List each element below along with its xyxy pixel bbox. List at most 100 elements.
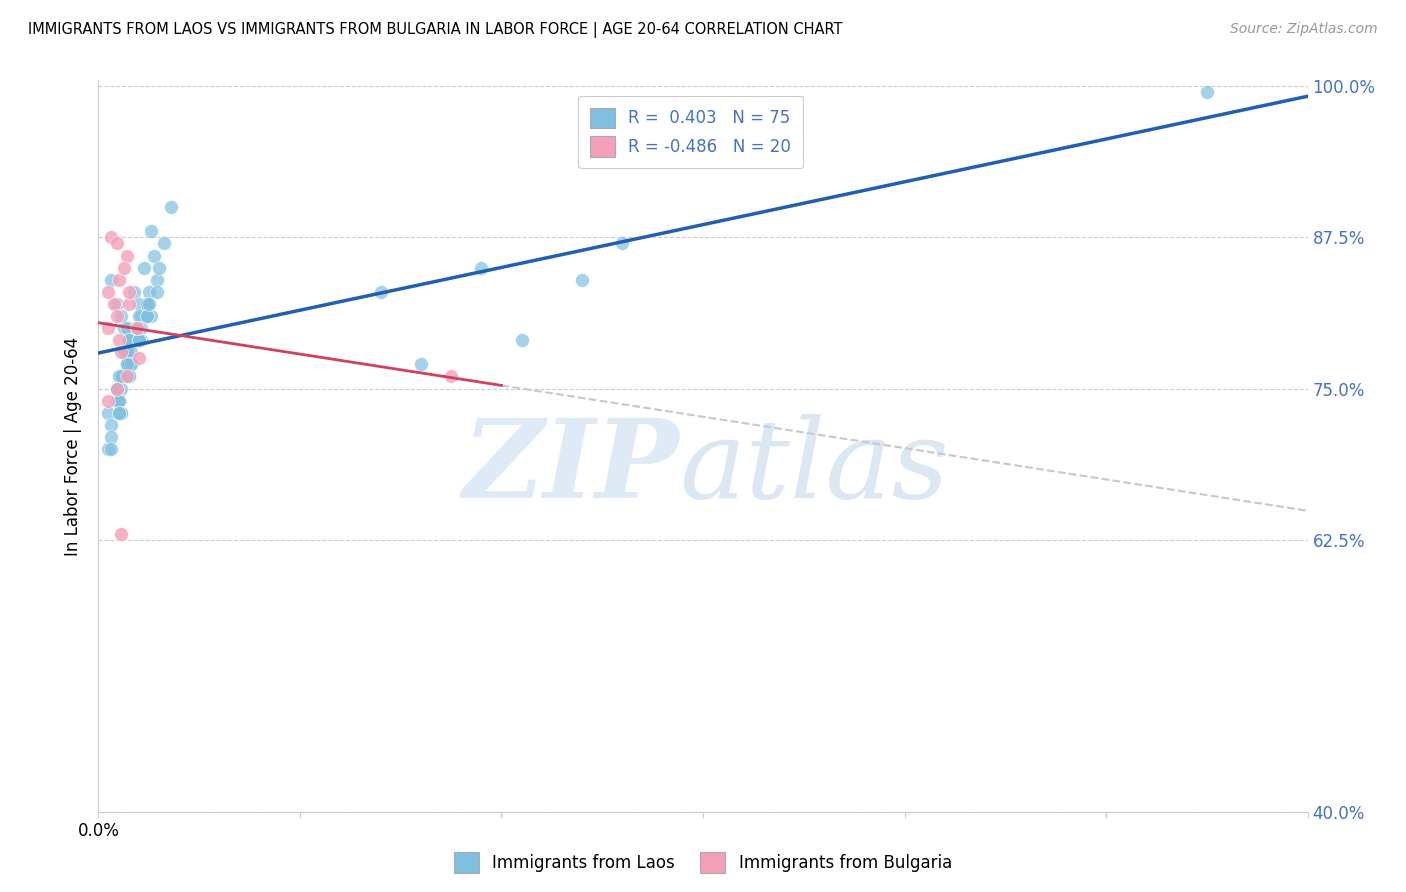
Point	[105, 309, 128, 323]
Point	[110, 309, 132, 323]
Point	[160, 200, 183, 214]
Point	[112, 345, 135, 359]
Point	[128, 333, 150, 347]
Point	[103, 297, 125, 311]
Point	[110, 369, 132, 384]
Point	[118, 358, 141, 372]
Point	[107, 393, 129, 408]
Point	[612, 236, 634, 251]
Point	[128, 309, 150, 323]
Point	[135, 297, 157, 311]
Point	[135, 309, 157, 323]
Point	[118, 333, 141, 347]
Point	[135, 297, 157, 311]
Point	[112, 260, 135, 275]
Point	[118, 333, 141, 347]
Point	[107, 369, 129, 384]
Point	[120, 358, 142, 372]
Point	[118, 369, 141, 384]
Point	[146, 273, 169, 287]
Point	[370, 285, 392, 299]
Point	[125, 321, 148, 335]
Point	[132, 260, 155, 275]
Point	[128, 297, 150, 311]
Point	[115, 345, 138, 359]
Point	[107, 406, 129, 420]
Point	[128, 333, 150, 347]
Text: Source: ZipAtlas.com: Source: ZipAtlas.com	[1230, 22, 1378, 37]
Legend: R =  0.403   N = 75, R = -0.486   N = 20: R = 0.403 N = 75, R = -0.486 N = 20	[578, 96, 803, 169]
Point	[97, 406, 120, 420]
Point	[120, 345, 142, 359]
Point	[118, 369, 141, 384]
Point	[1195, 86, 1218, 100]
Point	[115, 321, 138, 335]
Point	[100, 417, 122, 432]
Point	[409, 358, 432, 372]
Point	[112, 321, 135, 335]
Point	[100, 230, 122, 244]
Point	[115, 358, 138, 372]
Point	[107, 333, 129, 347]
Point	[107, 369, 129, 384]
Point	[135, 309, 157, 323]
Point	[129, 309, 152, 323]
Point	[110, 526, 132, 541]
Point	[115, 345, 138, 359]
Point	[125, 321, 148, 335]
Point	[129, 321, 152, 335]
Point	[120, 358, 142, 372]
Point	[110, 345, 132, 359]
Point	[115, 358, 138, 372]
Point	[139, 224, 162, 238]
Point	[128, 333, 150, 347]
Point	[118, 285, 141, 299]
Point	[105, 382, 128, 396]
Y-axis label: In Labor Force | Age 20-64: In Labor Force | Age 20-64	[65, 336, 83, 556]
Point	[148, 260, 170, 275]
Point	[100, 430, 122, 444]
Point	[146, 285, 169, 299]
Point	[125, 321, 148, 335]
Point	[100, 273, 122, 287]
Point	[97, 285, 120, 299]
Point	[105, 393, 128, 408]
Point	[107, 406, 129, 420]
Point	[129, 333, 152, 347]
Point	[105, 382, 128, 396]
Point	[105, 297, 128, 311]
Point	[97, 442, 120, 456]
Point	[128, 321, 150, 335]
Point	[110, 406, 132, 420]
Point	[110, 382, 132, 396]
Text: atlas: atlas	[679, 414, 949, 522]
Point	[105, 382, 128, 396]
Point	[122, 285, 145, 299]
Point	[153, 236, 176, 251]
Point	[97, 393, 120, 408]
Point	[470, 260, 492, 275]
Text: IMMIGRANTS FROM LAOS VS IMMIGRANTS FROM BULGARIA IN LABOR FORCE | AGE 20-64 CORR: IMMIGRANTS FROM LAOS VS IMMIGRANTS FROM …	[28, 22, 842, 38]
Point	[128, 351, 150, 366]
Point	[142, 249, 165, 263]
Point	[138, 285, 160, 299]
Text: ZIP: ZIP	[463, 414, 679, 522]
Point	[118, 297, 141, 311]
Point	[107, 393, 129, 408]
Point	[107, 273, 129, 287]
Point	[115, 358, 138, 372]
Point	[139, 309, 162, 323]
Point	[97, 321, 120, 335]
Point	[120, 358, 142, 372]
Point	[115, 369, 138, 384]
Point	[115, 249, 138, 263]
Point	[118, 333, 141, 347]
Point	[440, 369, 463, 384]
Legend: Immigrants from Laos, Immigrants from Bulgaria: Immigrants from Laos, Immigrants from Bu…	[447, 846, 959, 880]
Point	[510, 333, 533, 347]
Point	[110, 406, 132, 420]
Point	[105, 236, 128, 251]
Point	[138, 297, 160, 311]
Point	[125, 321, 148, 335]
Point	[100, 442, 122, 456]
